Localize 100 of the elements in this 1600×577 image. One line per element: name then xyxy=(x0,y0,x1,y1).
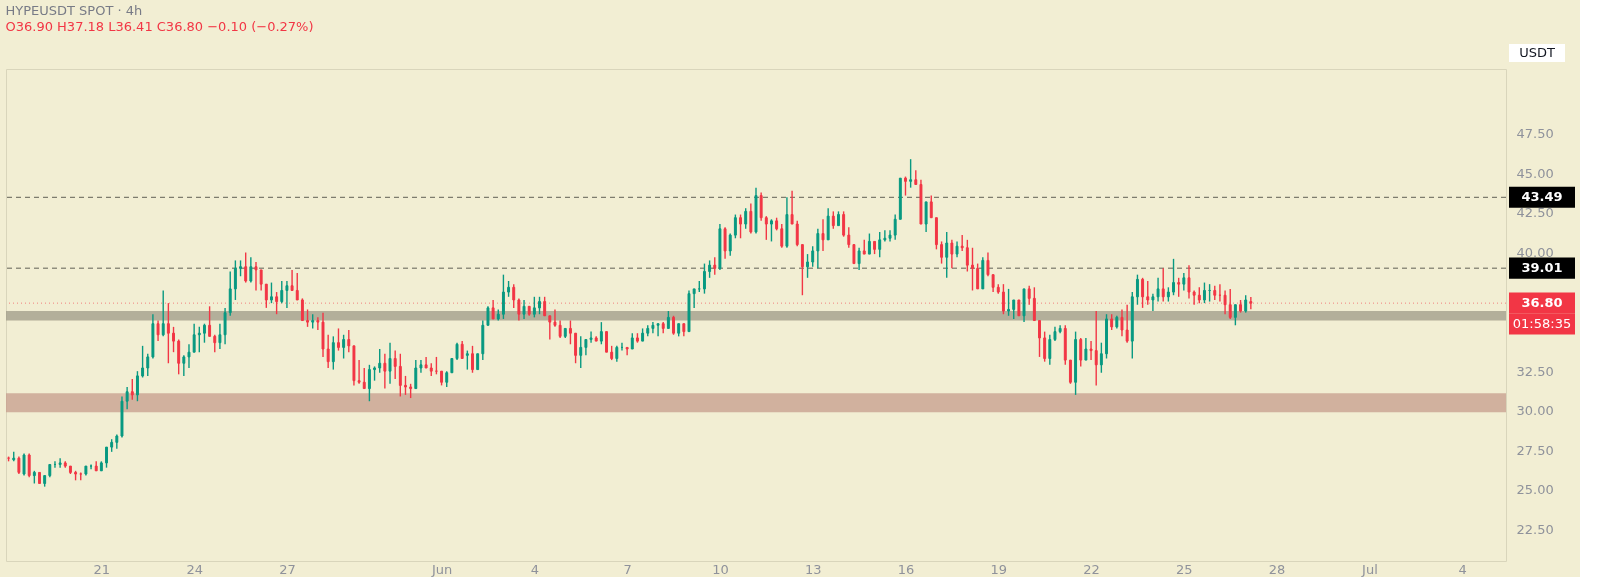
candlestick xyxy=(842,210,846,238)
candlestick xyxy=(270,281,273,304)
candlestick xyxy=(1239,299,1242,314)
candlestick xyxy=(692,288,696,309)
candlestick xyxy=(342,334,346,360)
x-tick-label: 21 xyxy=(93,561,111,577)
y-tick-label: 32.50 xyxy=(1516,363,1554,379)
candlestick xyxy=(275,291,279,315)
candlestick xyxy=(125,386,129,410)
candlestick xyxy=(945,231,949,279)
candlestick xyxy=(27,452,31,478)
candlestick xyxy=(1141,277,1145,309)
candlestick xyxy=(22,452,26,477)
candlestick xyxy=(1192,289,1196,306)
candlestick xyxy=(1105,313,1108,360)
x-tick-label: 13 xyxy=(804,561,822,577)
candlestick xyxy=(1032,286,1036,322)
x-tick-label: 22 xyxy=(1083,561,1100,577)
candlestick xyxy=(532,296,536,319)
candlestick xyxy=(543,296,547,317)
candlestick xyxy=(574,332,578,364)
candlestick xyxy=(249,256,253,284)
y-tick-label: 25.00 xyxy=(1516,482,1554,498)
x-tick-label: 4 xyxy=(530,561,539,577)
candlestick xyxy=(1249,296,1253,310)
candlestick xyxy=(141,345,145,379)
candlestick xyxy=(522,299,526,320)
candlestick xyxy=(326,334,330,369)
candlestick xyxy=(1120,308,1124,338)
candlestick xyxy=(568,319,572,345)
candlestick xyxy=(873,240,877,255)
candlestick xyxy=(1187,264,1191,300)
candlestick xyxy=(867,232,871,255)
candlestick xyxy=(1223,289,1227,315)
x-tick-label: 16 xyxy=(897,561,915,577)
candlestick xyxy=(1043,330,1047,363)
candlestick xyxy=(971,247,974,292)
candlestick xyxy=(1001,283,1005,315)
y-tick-label: 27.50 xyxy=(1516,442,1554,458)
x-tick-label: 4 xyxy=(1458,561,1467,577)
candlestick xyxy=(1099,341,1103,374)
x-tick-label: Jun xyxy=(430,561,453,577)
candlestick xyxy=(749,202,753,235)
candlestick xyxy=(1233,304,1237,326)
x-tick-label: 19 xyxy=(990,561,1008,577)
y-tick-label: 22.50 xyxy=(1516,521,1554,537)
candlestick xyxy=(367,364,371,402)
candlestick xyxy=(1177,277,1181,298)
candlestick xyxy=(1007,288,1011,317)
candlestick xyxy=(486,305,490,326)
candlestick xyxy=(635,332,639,344)
candlestick xyxy=(491,299,495,320)
candlestick xyxy=(290,269,294,292)
candlestick xyxy=(1161,267,1165,303)
candlestick xyxy=(579,335,583,369)
candlestick xyxy=(182,354,186,377)
candlestick xyxy=(1202,281,1206,304)
y-tick-label: 40.00 xyxy=(1516,245,1554,261)
candlestick xyxy=(857,247,861,271)
candlestick xyxy=(811,245,815,268)
candlestick xyxy=(105,446,108,469)
candlestick xyxy=(1038,319,1041,358)
candlestick xyxy=(1048,334,1052,366)
candlestick xyxy=(177,338,181,376)
candlestick xyxy=(1079,337,1083,368)
candlestick xyxy=(759,191,763,222)
x-tick-label: 25 xyxy=(1176,561,1193,577)
candlestick xyxy=(1125,304,1129,344)
candlestick xyxy=(398,353,402,398)
candlestick xyxy=(208,305,212,338)
y-axis-title: USDT xyxy=(1519,45,1555,60)
x-tick-label: 24 xyxy=(186,561,203,577)
x-tick-label: 10 xyxy=(712,561,729,577)
candlestick xyxy=(1068,359,1072,385)
candlestick xyxy=(285,280,289,309)
candlestick xyxy=(744,207,748,230)
candlestick xyxy=(847,226,851,249)
candlestick xyxy=(347,329,351,353)
candlestick xyxy=(1172,258,1175,296)
candlestick xyxy=(924,201,928,233)
chart-title: HYPEUSDT SPOT · 4h xyxy=(5,3,143,19)
candlestick xyxy=(58,457,62,469)
candlestick xyxy=(280,280,284,304)
candlestick xyxy=(259,269,263,292)
candlestick xyxy=(378,348,382,374)
x-tick-label: 7 xyxy=(623,561,632,577)
y-tick-label: 42.50 xyxy=(1516,205,1554,221)
candlestick xyxy=(806,253,810,279)
candlestick xyxy=(517,297,521,322)
candlestick xyxy=(202,323,206,344)
candlestick xyxy=(976,262,980,290)
candlestick xyxy=(337,327,340,352)
candlestick xyxy=(553,308,557,328)
candlestick xyxy=(1084,337,1088,361)
candlestick xyxy=(739,213,742,239)
x-tick-label: Jul xyxy=(1361,561,1378,577)
candlestick xyxy=(883,229,887,243)
candlestick xyxy=(244,251,248,284)
candlestick xyxy=(1027,285,1031,306)
y-tick-label: 30.00 xyxy=(1516,403,1554,419)
